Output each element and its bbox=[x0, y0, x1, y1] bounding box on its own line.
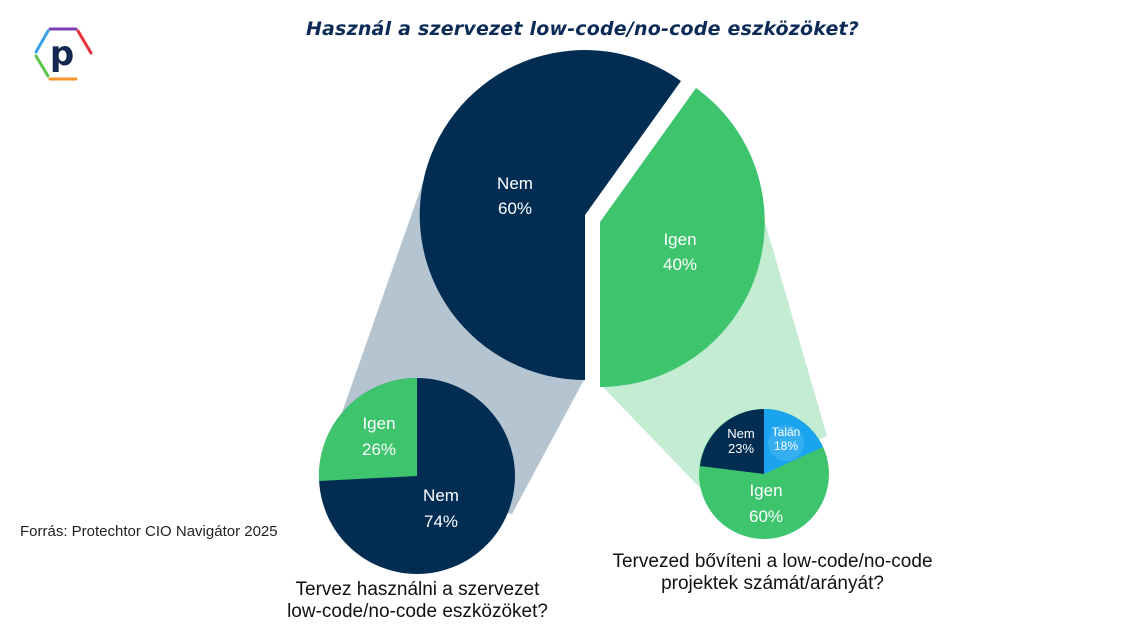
left-igen-value: 26% bbox=[362, 440, 396, 459]
chart-title: Használ a szervezet low-code/no-code esz… bbox=[305, 18, 860, 40]
main-nem-value: 60% bbox=[498, 199, 532, 218]
main-igen-label: Igen bbox=[663, 230, 696, 249]
right-pie-slice-talan bbox=[764, 409, 823, 474]
protechtor-logo: p bbox=[30, 24, 96, 84]
svg-text:p: p bbox=[50, 34, 74, 74]
main-pie-slice-igen bbox=[600, 88, 765, 387]
left-nem-value: 74% bbox=[424, 512, 458, 531]
left-question-line-2: low-code/no-code eszközöket? bbox=[287, 601, 548, 622]
right-pie-talan-highlight bbox=[768, 425, 804, 461]
left-question-line-1: Tervez használni a szervezet bbox=[295, 579, 540, 600]
right-talan-label: Talán bbox=[772, 425, 801, 439]
right-pie-question: Tervezed bővíteni a low-code/no-code pro… bbox=[575, 551, 970, 595]
left-igen-label: Igen bbox=[362, 414, 395, 433]
left-pie-slice-igen bbox=[318, 377, 417, 481]
right-igen-value: 60% bbox=[749, 507, 783, 526]
left-pie-question: Tervez használni a szervezet low-code/no… bbox=[245, 579, 590, 623]
right-nem-value: 23% bbox=[728, 441, 754, 456]
source-note: Forrás: Protechtor CIO Navigátor 2025 bbox=[20, 523, 278, 540]
left-nem-label: Nem bbox=[423, 486, 459, 505]
right-question-line-2: projektek számát/arányát? bbox=[661, 573, 884, 594]
main-pie-slice-nem bbox=[419, 50, 681, 381]
right-pie-slice-nem bbox=[700, 409, 764, 474]
right-nem-label: Nem bbox=[727, 426, 754, 441]
protechtor-hexagon-logo-icon: p bbox=[34, 27, 93, 81]
right-question-line-1: Tervezed bővíteni a low-code/no-code bbox=[612, 551, 933, 572]
main-igen-value: 40% bbox=[663, 255, 697, 274]
main-nem-label: Nem bbox=[497, 174, 533, 193]
right-talan-value: 18% bbox=[774, 439, 798, 453]
right-igen-label: Igen bbox=[749, 481, 782, 500]
